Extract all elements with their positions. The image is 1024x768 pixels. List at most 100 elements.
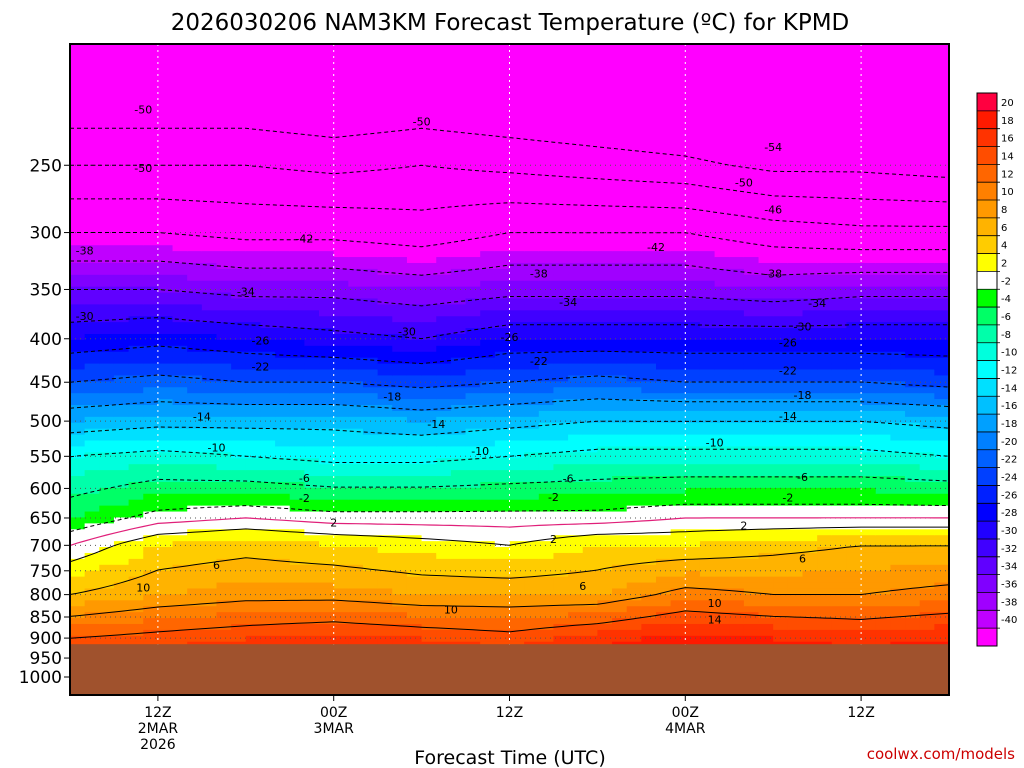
temperature-cell [275, 594, 291, 601]
temperature-cell [612, 191, 628, 199]
temperature-cell [656, 523, 672, 530]
temperature-cell [450, 600, 467, 607]
temperature-cell [245, 197, 262, 205]
temperature-cell [187, 168, 203, 175]
temperature-cell [509, 316, 525, 323]
temperature-cell [70, 333, 86, 341]
temperature-cell [568, 132, 584, 140]
temperature-cell [128, 487, 144, 495]
temperature-cell [113, 416, 130, 424]
temperature-cell [670, 511, 686, 519]
temperature-cell [597, 393, 613, 400]
temperature-cell [157, 357, 174, 365]
temperature-cell [157, 464, 174, 471]
temperature-cell [304, 262, 320, 270]
temperature-cell [113, 576, 130, 584]
temperature-cell [714, 393, 730, 400]
temperature-cell [656, 209, 672, 217]
temperature-cell [245, 280, 262, 288]
temperature-cell [201, 138, 218, 146]
temperature-cell [670, 410, 686, 418]
temperature-cell [84, 150, 100, 158]
temperature-cell [377, 541, 393, 548]
temperature-cell [348, 109, 364, 116]
temperature-cell [99, 440, 115, 448]
temperature-cell [245, 470, 262, 477]
temperature-cell [377, 233, 393, 240]
temperature-cell [201, 410, 218, 418]
temperature-cell [597, 103, 613, 110]
temperature-cell [275, 529, 291, 536]
temperature-cell [626, 375, 642, 382]
temperature-cell [99, 55, 115, 63]
temperature-cell [421, 629, 437, 637]
temperature-cell [612, 440, 628, 448]
temperature-cell [143, 333, 159, 341]
temperature-cell [699, 564, 716, 572]
temperature-cell [70, 594, 86, 601]
temperature-cell [641, 405, 657, 412]
temperature-cell [626, 464, 642, 471]
temperature-cell [260, 168, 276, 175]
temperature-cell [421, 310, 437, 317]
temperature-cell [363, 369, 379, 377]
temperature-cell [231, 529, 247, 536]
temperature-cell [172, 351, 188, 359]
temperature-cell [70, 582, 86, 590]
temperature-cell [99, 245, 115, 252]
temperature-cell [333, 322, 349, 329]
temperature-cell [128, 618, 144, 625]
temperature-cell [128, 541, 144, 548]
temperature-cell [157, 452, 174, 459]
temperature-cell [260, 476, 276, 483]
temperature-cell [172, 399, 188, 406]
temperature-cell [494, 162, 511, 169]
temperature-cell [157, 316, 174, 323]
temperature-cell [392, 257, 408, 264]
temperature-cell [406, 588, 423, 595]
temperature-cell [333, 138, 349, 146]
temperature-cell [348, 464, 364, 471]
temperature-cell [157, 387, 174, 394]
temperature-cell [377, 440, 393, 448]
temperature-cell [612, 410, 628, 418]
temperature-cell [641, 588, 657, 595]
temperature-cell [729, 310, 745, 317]
temperature-cell [216, 227, 232, 234]
temperature-cell [685, 552, 701, 560]
temperature-cell [84, 339, 100, 347]
temperature-cell [113, 215, 130, 223]
temperature-cell [406, 511, 423, 519]
temperature-cell [656, 600, 672, 607]
temperature-cell [84, 387, 100, 394]
temperature-cell [509, 629, 525, 637]
temperature-cell [406, 333, 423, 341]
temperature-cell [99, 322, 115, 329]
temperature-cell [348, 274, 364, 282]
temperature-cell [377, 91, 393, 98]
temperature-cell [84, 310, 100, 317]
temperature-cell [113, 440, 130, 448]
temperature-cell [612, 144, 628, 152]
temperature-cell [421, 351, 437, 359]
temperature-cell [275, 470, 291, 477]
temperature-cell [333, 552, 349, 560]
temperature-cell [348, 452, 364, 459]
temperature-cell [626, 233, 642, 240]
temperature-cell [582, 600, 598, 607]
temperature-cell [612, 369, 628, 377]
temperature-cell [216, 600, 232, 607]
temperature-cell [465, 375, 481, 382]
temperature-cell [685, 257, 701, 264]
temperature-cell [597, 203, 613, 211]
temperature-cell [553, 363, 569, 371]
temperature-cell [70, 470, 86, 477]
temperature-cell [524, 416, 540, 424]
temperature-cell [612, 416, 628, 424]
temperature-cell [245, 541, 262, 548]
temperature-cell [377, 558, 393, 566]
temperature-cell [421, 67, 437, 75]
temperature-cell [172, 458, 188, 465]
temperature-cell [319, 144, 335, 152]
temperature-cell [656, 55, 672, 63]
